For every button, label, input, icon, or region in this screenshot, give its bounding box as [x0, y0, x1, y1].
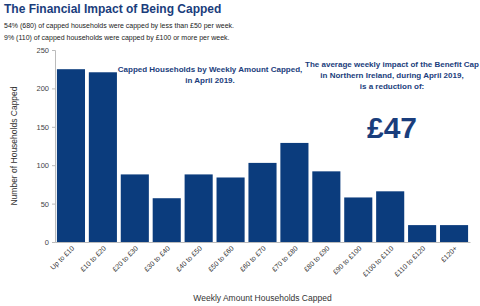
x-tick: £120+ [440, 244, 459, 263]
y-tick: 250 [36, 46, 55, 55]
x-tick-label: £80 to £90 [302, 244, 330, 272]
x-tick: £80 to £90 [302, 244, 330, 272]
x-tick: £90 to £100 [332, 244, 363, 275]
y-axis-title: Number of Households Capped [9, 86, 19, 205]
x-tick: £70 to £80 [271, 244, 299, 272]
x-tick-label: £50 to £60 [207, 244, 235, 272]
y-axis: 0 50 100 150 200 250 [36, 46, 55, 247]
y-tick-label: 250 [36, 46, 49, 55]
x-tick-label: £30 to £40 [143, 244, 171, 272]
x-tick: £30 to £40 [143, 244, 171, 272]
y-tick: 50 [41, 200, 55, 209]
bar [89, 72, 117, 242]
x-tick-label: £110 to £120 [393, 244, 427, 278]
x-tick-label: Up to £10 [49, 244, 76, 271]
y-tick-mark [52, 242, 55, 243]
x-tick-label: £60 to £70 [239, 244, 267, 272]
bar [57, 69, 85, 242]
y-tick-label: 100 [36, 161, 49, 170]
y-tick: 0 [45, 238, 55, 247]
y-tick-mark [52, 127, 55, 128]
annotation: £47 [367, 111, 417, 144]
annotation: in Northern Ireland, during April 2019, [320, 71, 463, 80]
bars [57, 69, 468, 242]
y-tick-mark [52, 204, 55, 205]
y-axis-line [52, 51, 56, 243]
x-tick-label: £20 to £30 [111, 244, 139, 272]
bar [248, 163, 276, 242]
x-tick: £100 to £110 [361, 244, 395, 278]
x-tick-label: £10 to £20 [79, 244, 107, 272]
chart: The Financial Impact of Being Capped 54% … [0, 0, 480, 306]
bar [185, 174, 213, 242]
bar [312, 171, 340, 242]
x-tick: £50 to £60 [207, 244, 235, 272]
x-tick: £40 to £50 [175, 244, 203, 272]
x-tick-label: £100 to £110 [361, 244, 395, 278]
y-tick: 200 [36, 84, 55, 93]
bar [217, 177, 245, 242]
y-tick-label: 50 [41, 200, 49, 209]
subtitle: 54% (680) of capped households were capp… [4, 22, 234, 30]
y-tick: 100 [36, 161, 55, 170]
x-tick-label: £120+ [440, 244, 459, 263]
y-tick-mark [52, 50, 55, 51]
annotation: in April 2019. [185, 76, 235, 85]
x-tick: £110 to £120 [393, 244, 427, 278]
x-tick: £10 to £20 [79, 244, 107, 272]
y-tick-label: 200 [36, 84, 49, 93]
bar [408, 225, 436, 242]
y-tick-mark [52, 88, 55, 89]
y-tick-label: 150 [36, 123, 49, 132]
y-tick-label: 0 [45, 238, 49, 247]
x-tick-label: £90 to £100 [332, 244, 363, 275]
x-axis: Up to £10£10 to £20£20 to £30£30 to £40£… [49, 243, 471, 278]
y-tick-mark [52, 165, 55, 166]
x-tick: £60 to £70 [239, 244, 267, 272]
x-tick: £20 to £30 [111, 244, 139, 272]
annotation: Capped Households by Weekly Amount Cappe… [118, 65, 302, 74]
bar [121, 174, 149, 242]
x-axis-title: Weekly Amount Households Capped [193, 293, 332, 303]
bar [440, 225, 468, 242]
x-tick-label: £40 to £50 [175, 244, 203, 272]
x-axis-line [56, 242, 471, 243]
x-tick-label: £70 to £80 [271, 244, 299, 272]
x-tick: Up to £10 [49, 244, 76, 271]
bar [280, 143, 308, 242]
plot: 0 50 100 150 200 250 Up to £10£10 to £20£20 to… [36, 46, 470, 278]
annotation: The average weekly impact of the Benefit… [305, 60, 479, 69]
y-tick: 150 [36, 123, 55, 132]
annotation: is a reduction of: [360, 82, 424, 91]
subtitle: 9% (110) of capped households were cappe… [4, 34, 230, 42]
title: The Financial Impact of Being Capped [4, 2, 221, 16]
bar [153, 198, 181, 242]
bar [376, 191, 404, 242]
bar [344, 197, 372, 242]
